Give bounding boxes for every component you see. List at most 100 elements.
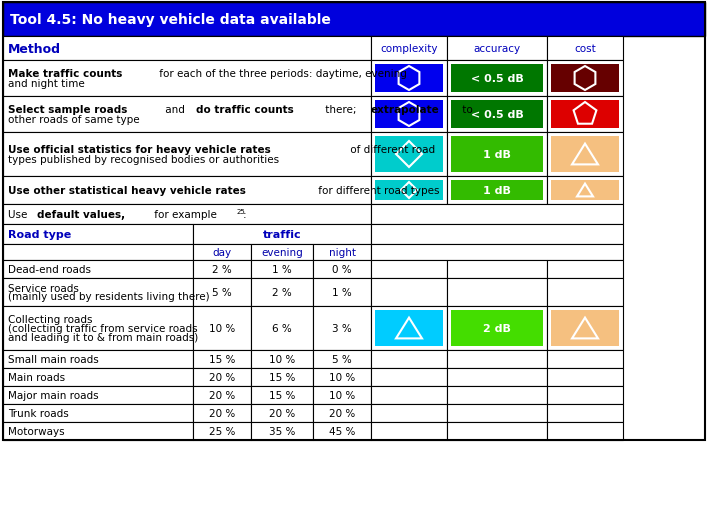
Text: Select sample roads: Select sample roads [8,105,127,115]
Text: other roads of same type: other roads of same type [8,115,139,125]
FancyBboxPatch shape [3,61,371,97]
FancyBboxPatch shape [451,137,543,173]
FancyBboxPatch shape [547,278,623,307]
Text: Make traffic counts: Make traffic counts [8,69,122,79]
Polygon shape [399,103,419,127]
Text: complexity: complexity [380,44,438,54]
Text: 10 %: 10 % [269,355,295,364]
FancyBboxPatch shape [375,65,443,93]
FancyBboxPatch shape [375,101,443,129]
Text: there;: there; [322,105,360,115]
Text: for example: for example [151,210,217,220]
FancyBboxPatch shape [451,65,543,93]
FancyBboxPatch shape [313,261,371,278]
Text: and night time: and night time [8,79,85,88]
FancyBboxPatch shape [371,404,447,422]
Text: 15 %: 15 % [209,355,235,364]
FancyBboxPatch shape [447,350,547,368]
FancyBboxPatch shape [451,311,543,346]
FancyBboxPatch shape [371,386,447,404]
FancyBboxPatch shape [313,350,371,368]
FancyBboxPatch shape [251,404,313,422]
FancyBboxPatch shape [547,307,623,350]
Text: 1 %: 1 % [332,287,352,297]
Polygon shape [396,318,422,339]
Text: 25 %: 25 % [209,426,235,436]
Text: and: and [162,105,188,115]
Text: night: night [329,247,355,258]
Text: types published by recognised bodies or authorities: types published by recognised bodies or … [8,155,279,165]
Text: 1 %: 1 % [272,265,292,274]
Text: :: : [243,210,246,220]
FancyBboxPatch shape [193,350,251,368]
FancyBboxPatch shape [193,244,251,261]
Text: 20 %: 20 % [329,408,355,418]
FancyBboxPatch shape [547,404,623,422]
Text: < 0.5 dB: < 0.5 dB [471,110,523,120]
Text: 20 %: 20 % [209,372,235,382]
Text: (mainly used by residents living there): (mainly used by residents living there) [8,292,210,302]
FancyBboxPatch shape [375,137,443,173]
Text: day: day [212,247,232,258]
Text: 10 %: 10 % [329,372,355,382]
FancyBboxPatch shape [3,177,371,205]
FancyBboxPatch shape [547,422,623,440]
Text: extrapolate: extrapolate [370,105,440,115]
FancyBboxPatch shape [3,261,193,278]
FancyBboxPatch shape [451,181,543,200]
Text: Road type: Road type [8,230,72,239]
FancyBboxPatch shape [251,368,313,386]
FancyBboxPatch shape [3,307,193,350]
Text: 20 %: 20 % [209,390,235,400]
FancyBboxPatch shape [547,368,623,386]
FancyBboxPatch shape [3,422,193,440]
Text: to: to [459,105,473,115]
FancyBboxPatch shape [313,244,371,261]
Text: 1 dB: 1 dB [483,186,511,195]
Text: 10 %: 10 % [329,390,355,400]
FancyBboxPatch shape [547,133,623,177]
FancyBboxPatch shape [3,3,705,37]
FancyBboxPatch shape [547,177,623,205]
FancyBboxPatch shape [3,350,193,368]
Text: Use official statistics for heavy vehicle rates: Use official statistics for heavy vehicl… [8,145,270,155]
FancyBboxPatch shape [3,133,371,177]
FancyBboxPatch shape [371,261,447,278]
FancyBboxPatch shape [551,137,619,173]
Text: evening: evening [261,247,303,258]
Polygon shape [572,318,598,339]
FancyBboxPatch shape [313,307,371,350]
FancyBboxPatch shape [251,350,313,368]
FancyBboxPatch shape [251,244,313,261]
FancyBboxPatch shape [193,368,251,386]
FancyBboxPatch shape [447,386,547,404]
Text: Small main roads: Small main roads [8,355,98,364]
Text: do traffic counts: do traffic counts [195,105,294,115]
FancyBboxPatch shape [451,101,543,129]
FancyBboxPatch shape [371,307,447,350]
Text: 6 %: 6 % [272,323,292,333]
Text: 45 %: 45 % [329,426,355,436]
Text: accuracy: accuracy [474,44,520,54]
FancyBboxPatch shape [447,261,547,278]
Polygon shape [577,184,593,197]
FancyBboxPatch shape [551,65,619,93]
Text: Use other statistical heavy vehicle rates: Use other statistical heavy vehicle rate… [8,186,246,195]
FancyBboxPatch shape [371,422,447,440]
FancyBboxPatch shape [547,261,623,278]
FancyBboxPatch shape [371,278,447,307]
FancyBboxPatch shape [447,307,547,350]
Polygon shape [396,142,422,168]
Polygon shape [572,144,598,165]
Text: 20 %: 20 % [209,408,235,418]
FancyBboxPatch shape [3,97,371,133]
FancyBboxPatch shape [551,311,619,346]
FancyBboxPatch shape [193,278,251,307]
FancyBboxPatch shape [193,307,251,350]
FancyBboxPatch shape [375,181,443,200]
FancyBboxPatch shape [193,404,251,422]
Polygon shape [573,103,596,124]
Text: of different road: of different road [347,145,435,155]
FancyBboxPatch shape [547,61,623,97]
FancyBboxPatch shape [3,278,193,307]
